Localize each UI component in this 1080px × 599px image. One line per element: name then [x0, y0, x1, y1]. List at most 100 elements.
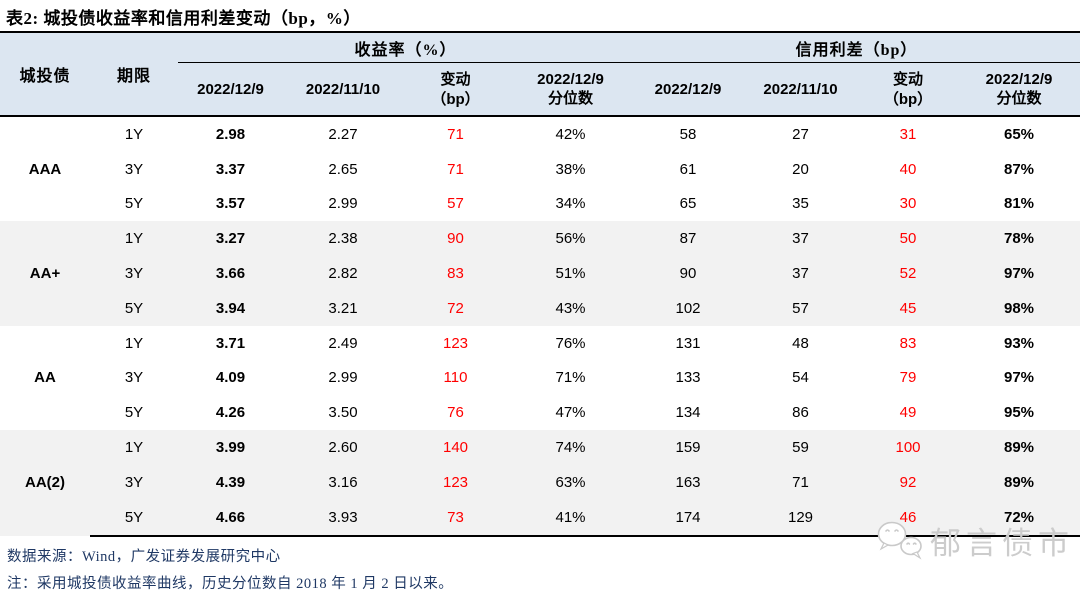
yield-current-cell: 3.37 — [215, 160, 246, 178]
group-header-yield: 收益率（%） — [178, 33, 634, 63]
yield-percentile-cell: 56% — [508, 221, 634, 257]
yield-prev-cell: 3.93 — [283, 499, 403, 537]
group-header-spread: 信用利差（bp） — [633, 33, 1080, 63]
col-header-yield-current: 2022/12/9 — [178, 62, 283, 116]
spread-current-cell: 87 — [633, 221, 744, 257]
spread-current-cell: 159 — [633, 430, 744, 465]
yield-prev-cell: 2.27 — [283, 115, 403, 152]
yield-change-cell: 110 — [443, 369, 468, 387]
yield-current-cell: 3.71 — [215, 334, 246, 352]
tenor-cell: 3Y — [90, 256, 178, 291]
spread-change-cell: 40 — [899, 160, 917, 178]
spread-change-cell: 83 — [899, 334, 917, 352]
table-row: AA+ 1Y 3.27 2.38 90 56% 87 37 50 78% — [0, 221, 1080, 326]
yield-percentile-cell: 34% — [555, 195, 586, 213]
table-row: 5Y 3.57 2.99 57 34% 65 35 30 81% — [0, 187, 1080, 222]
yield-current-cell: 3.99 — [178, 430, 283, 465]
spread-change-cell: 31 — [858, 115, 959, 152]
spread-percentile-cell: 72% — [958, 499, 1080, 537]
spread-percentile-cell: 65% — [958, 115, 1080, 152]
spread-prev-cell: 20 — [792, 160, 809, 178]
bond-yield-spread-table: 城投债 期限 收益率（%） 信用利差（bp） 2022/12/9 2022/11… — [0, 33, 1080, 537]
yield-prev-cell: 2.82 — [283, 256, 403, 291]
table-footer: 数据来源：Wind，广发证券发展研究中心 注：采用城投债收益率曲线，历史分位数自… — [0, 544, 1080, 598]
sub-header-row: 2022/12/9 2022/11/10 变动 （bp） 2022/12/9 分位数… — [0, 62, 1080, 116]
spread-current-cell: 102 — [633, 290, 744, 326]
spread-percentile-cell: 93% — [1004, 334, 1035, 352]
yield-percentile-cell: 41% — [508, 499, 634, 537]
yield-current-cell: 3.27 — [178, 221, 283, 257]
yield-current-cell: 4.26 — [215, 404, 246, 422]
col-header-spread-current: 2022/12/9 — [633, 62, 744, 116]
yield-prev-cell: 2.65 — [328, 160, 358, 178]
yield-percentile-cell: 63% — [508, 464, 634, 500]
spread-current-cell: 58 — [633, 115, 744, 152]
spread-prev-cell: 54 — [792, 369, 809, 387]
yield-change-cell: 71 — [447, 160, 464, 178]
yield-percentile-cell: 51% — [508, 256, 634, 291]
yield-prev-cell: 3.16 — [283, 464, 403, 500]
yield-current-cell: 3.57 — [215, 195, 246, 213]
table-title: 表2: 城投债收益率和信用利差变动（bp，%） — [0, 0, 1080, 33]
yield-prev-cell: 2.38 — [283, 221, 403, 257]
tenor-cell: 3Y — [124, 160, 144, 178]
spread-percentile-cell: 97% — [1004, 369, 1035, 387]
spread-percentile-cell: 87% — [1004, 160, 1035, 178]
spread-prev-cell: 37 — [743, 221, 859, 257]
group-header-row: 城投债 期限 收益率（%） 信用利差（bp） — [0, 33, 1080, 116]
yield-percentile-cell: 42% — [508, 115, 634, 152]
yield-current-cell: 3.66 — [178, 256, 283, 291]
spread-current-cell: 163 — [633, 464, 744, 500]
yield-prev-cell: 3.21 — [283, 290, 403, 326]
yield-change-cell: 90 — [403, 221, 508, 257]
tenor-cell: 5Y — [90, 290, 178, 326]
spread-current-cell: 131 — [675, 334, 701, 352]
table-row: 5Y 4.66 3.93 73 41% 174 129 46 72% — [0, 499, 1080, 537]
table-row: 5Y 3.94 3.21 72 43% 102 57 45 98% — [0, 290, 1080, 326]
tenor-cell: 1Y — [90, 221, 178, 257]
spread-change-cell: 46 — [858, 499, 959, 537]
yield-current-cell: 4.09 — [215, 369, 246, 387]
table-row: 3Y 3.66 2.82 83 51% 90 37 52 97% — [0, 256, 1080, 291]
col-header-yield-percentile: 2022/12/9 分位数 — [508, 62, 634, 116]
yield-current-cell: 3.94 — [178, 290, 283, 326]
yield-current-cell: 4.39 — [178, 464, 283, 500]
table-row: 3Y 3.37 2.65 71 38% 61 20 40 87% — [0, 152, 1080, 187]
spread-percentile-cell: 89% — [958, 464, 1080, 500]
table-row: AAA 1Y 2.98 2.27 71 42% 58 27 31 65% — [0, 114, 1080, 222]
spread-current-cell: 133 — [675, 369, 701, 387]
tenor-cell: 1Y — [90, 115, 178, 152]
yield-percentile-cell: 71% — [555, 369, 586, 387]
col-header-spread-percentile: 2022/12/9 分位数 — [958, 62, 1080, 116]
table-row: 5Y 4.26 3.50 76 47% 134 86 49 95% — [0, 395, 1080, 430]
tenor-cell: 3Y — [90, 464, 178, 500]
tenor-cell: 3Y — [124, 369, 144, 387]
yield-change-cell: 71 — [403, 115, 508, 152]
table-header: 城投债 期限 收益率（%） 信用利差（bp） 2022/12/9 2022/11… — [0, 33, 1080, 116]
watermark-text: 郁言债市 — [930, 526, 1074, 561]
brand-watermark: 郁言债市 — [875, 518, 1074, 563]
rating-cell: AAA — [0, 114, 90, 222]
yield-percentile-cell: 76% — [555, 334, 586, 352]
tenor-cell: 1Y — [90, 430, 178, 465]
spread-prev-cell: 86 — [792, 404, 809, 422]
spread-prev-cell: 59 — [743, 430, 859, 465]
table-row: 3Y 4.09 2.99 110 71% 133 54 79 97% — [0, 361, 1080, 396]
yield-percentile-cell: 74% — [508, 430, 634, 465]
yield-change-cell: 140 — [403, 430, 508, 465]
methodology-note: 注：采用城投债收益率曲线，历史分位数自 2018 年 1 月 2 日以来。 — [7, 575, 454, 592]
col-header-bond: 城投债 — [0, 33, 90, 116]
yield-prev-cell: 2.49 — [328, 334, 358, 352]
spread-current-cell: 174 — [633, 499, 744, 537]
tenor-cell: 1Y — [124, 334, 144, 352]
spread-prev-cell: 48 — [792, 334, 809, 352]
spread-change-cell: 49 — [899, 404, 917, 422]
spread-prev-cell: 27 — [743, 115, 859, 152]
spread-percentile-cell: 89% — [958, 430, 1080, 465]
spread-percentile-cell: 95% — [1004, 404, 1035, 422]
data-source-note: 数据来源：Wind，广发证券发展研究中心 — [7, 548, 281, 565]
rating-cell: AA(2) — [0, 430, 90, 536]
col-header-spread-prev: 2022/11/10 — [743, 62, 859, 116]
tenor-cell: 5Y — [124, 195, 144, 213]
